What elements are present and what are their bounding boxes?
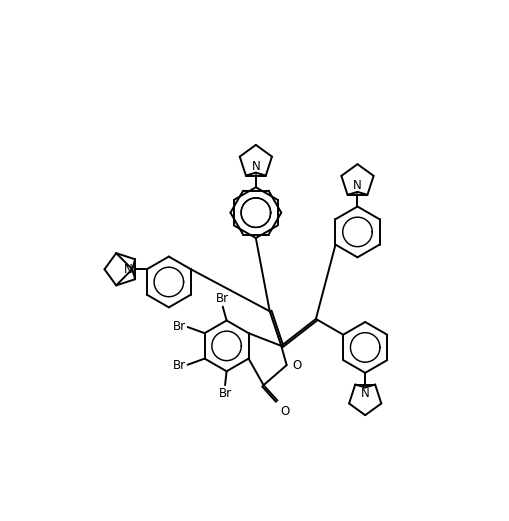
Text: Br: Br	[216, 292, 230, 305]
Text: Br: Br	[173, 359, 186, 372]
Text: Br: Br	[218, 387, 232, 400]
Text: O: O	[293, 358, 302, 371]
Text: Br: Br	[173, 320, 186, 333]
Text: N: N	[251, 159, 260, 172]
Text: N: N	[353, 179, 362, 192]
Text: N: N	[124, 263, 132, 276]
Text: N: N	[361, 388, 370, 401]
Text: O: O	[280, 405, 290, 418]
